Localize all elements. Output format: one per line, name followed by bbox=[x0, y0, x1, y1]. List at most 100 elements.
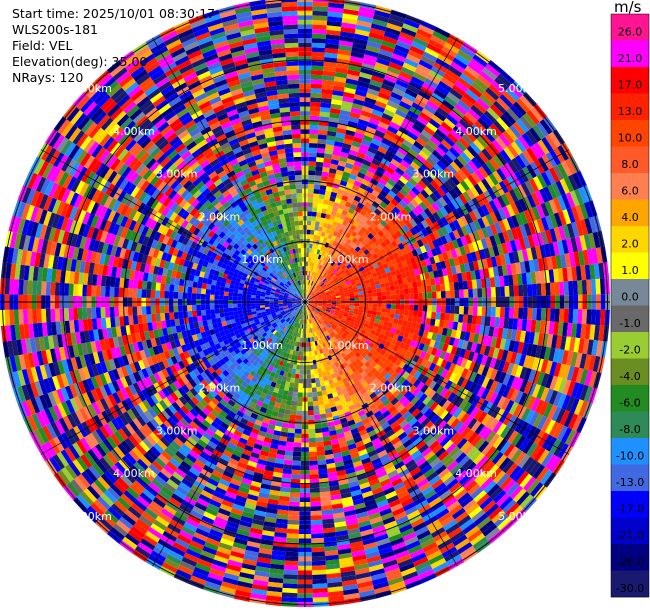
range-gate-cell bbox=[372, 377, 380, 385]
range-gate-cell bbox=[351, 493, 364, 501]
range-gate-cell bbox=[342, 171, 351, 178]
range-gate-cell bbox=[446, 460, 459, 472]
range-gate-cell bbox=[357, 263, 363, 269]
range-gate-cell bbox=[381, 325, 388, 331]
range-gate-cell bbox=[402, 571, 419, 581]
range-gate-cell bbox=[308, 299, 314, 302]
range-gate-cell bbox=[456, 322, 463, 331]
range-gate-cell bbox=[384, 413, 394, 422]
range-gate-cell bbox=[452, 57, 468, 70]
range-gate-cell bbox=[412, 241, 420, 250]
range-gate-cell bbox=[344, 216, 351, 223]
range-gate-cell bbox=[476, 239, 484, 251]
range-gate-cell bbox=[386, 100, 399, 109]
range-gate-cell bbox=[422, 51, 438, 62]
range-gate-cell bbox=[548, 131, 562, 148]
range-gate-cell bbox=[507, 430, 519, 444]
range-gate-cell bbox=[308, 303, 314, 305]
range-gate-cell bbox=[569, 397, 580, 414]
range-gate-cell bbox=[393, 263, 399, 271]
range-gate-cell bbox=[355, 156, 365, 164]
range-gate-cell bbox=[349, 55, 364, 64]
range-gate-cell bbox=[504, 285, 510, 297]
range-gate-cell bbox=[464, 359, 473, 370]
range-gate-cell bbox=[313, 300, 319, 302]
range-gate-cell bbox=[454, 80, 469, 93]
range-gate-cell bbox=[458, 137, 470, 149]
range-gate-cell bbox=[377, 296, 382, 301]
range-gate-cell bbox=[397, 448, 408, 458]
range-gate-cell bbox=[548, 347, 556, 362]
range-gate-cell bbox=[364, 441, 374, 449]
range-gate-cell bbox=[524, 260, 531, 273]
range-gate-cell bbox=[313, 253, 317, 259]
range-gate-cell bbox=[463, 349, 471, 360]
range-gate-cell bbox=[307, 279, 310, 285]
range-gate-cell bbox=[503, 162, 515, 176]
range-gate-cell bbox=[407, 463, 419, 473]
range-gate-cell bbox=[368, 265, 375, 271]
range-gate-cell bbox=[442, 73, 458, 85]
range-gate-cell bbox=[402, 532, 417, 542]
range-gate-cell bbox=[583, 201, 594, 218]
range-gate-cell bbox=[557, 268, 564, 282]
range-gate-cell bbox=[536, 308, 542, 321]
range-gate-cell bbox=[328, 287, 334, 291]
range-gate-cell bbox=[321, 277, 326, 282]
range-gate-cell bbox=[354, 305, 359, 310]
range-gate-cell bbox=[381, 387, 390, 396]
range-gate-cell bbox=[322, 326, 327, 332]
range-gate-cell bbox=[595, 309, 601, 326]
range-gate-cell bbox=[395, 428, 405, 437]
range-gate-cell bbox=[334, 334, 340, 340]
range-gate-cell bbox=[318, 240, 323, 246]
range-gate-cell bbox=[371, 314, 377, 319]
range-gate-cell bbox=[313, 326, 317, 332]
range-gate-cell bbox=[376, 96, 389, 105]
range-gate-cell bbox=[306, 252, 309, 258]
range-gate-cell bbox=[310, 106, 321, 112]
range-gate-cell bbox=[308, 298, 314, 301]
range-gate-cell bbox=[341, 334, 347, 340]
range-gate-cell bbox=[458, 399, 468, 411]
range-gate-cell bbox=[488, 346, 496, 358]
range-gate-cell bbox=[381, 137, 392, 147]
range-gate-cell bbox=[430, 166, 441, 177]
range-gate-cell bbox=[314, 419, 321, 425]
range-gate-cell bbox=[566, 365, 575, 381]
range-gate-cell bbox=[388, 533, 403, 543]
range-gate-cell bbox=[432, 239, 440, 249]
range-gate-cell bbox=[547, 184, 558, 200]
range-gate-cell bbox=[317, 285, 322, 290]
range-gate-cell bbox=[391, 477, 403, 487]
range-gate-cell bbox=[566, 267, 573, 282]
range-gate-cell bbox=[348, 207, 355, 215]
range-gate-cell bbox=[336, 266, 341, 271]
range-gate-cell bbox=[367, 449, 378, 458]
range-gate-cell bbox=[395, 444, 406, 454]
range-gate-cell bbox=[335, 248, 341, 254]
range-gate-cell bbox=[515, 435, 527, 449]
range-gate-cell bbox=[311, 378, 316, 384]
range-gate-cell bbox=[334, 361, 340, 368]
range-gate-cell bbox=[310, 275, 313, 281]
range-gate-cell bbox=[345, 271, 352, 277]
range-gate-cell bbox=[493, 120, 506, 134]
range-gate-cell bbox=[492, 170, 503, 184]
range-gate-cell bbox=[292, 460, 301, 466]
range-gate-cell bbox=[513, 488, 527, 503]
range-gate-cell bbox=[357, 230, 364, 237]
range-gate-cell bbox=[366, 345, 373, 352]
range-gate-cell bbox=[375, 445, 386, 454]
range-gate-cell bbox=[532, 206, 541, 220]
range-gate-cell bbox=[338, 40, 354, 47]
range-gate-cell bbox=[410, 275, 417, 283]
range-gate-cell bbox=[384, 341, 391, 348]
range-gate-cell bbox=[307, 304, 312, 308]
range-gate-cell bbox=[363, 421, 373, 430]
range-gate-cell bbox=[309, 456, 318, 461]
range-gate-cell bbox=[340, 251, 347, 258]
range-gate-cell bbox=[331, 267, 336, 273]
range-gate-cell bbox=[325, 324, 330, 330]
